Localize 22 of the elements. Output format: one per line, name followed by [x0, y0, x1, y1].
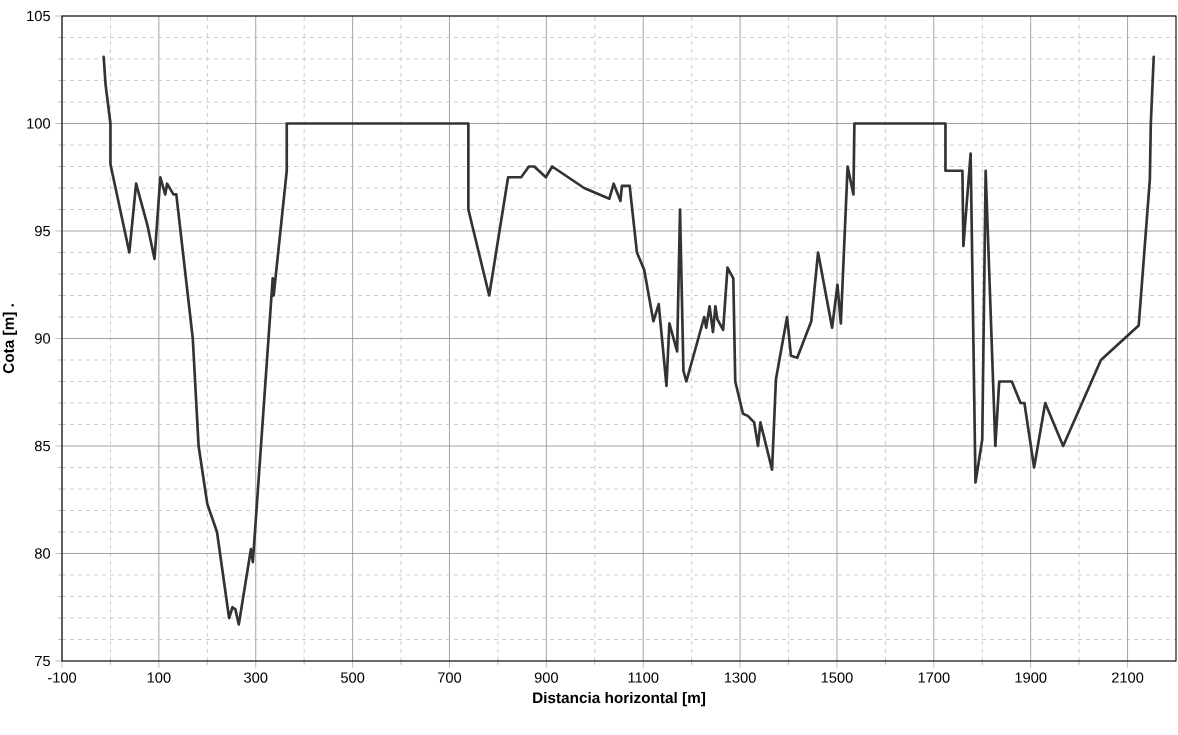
x-tick-label: 100 — [147, 672, 171, 683]
x-tick-label: -100 — [47, 672, 77, 683]
line-series — [102, 55, 1156, 626]
x-tick-label: 2100 — [1111, 672, 1144, 683]
x-tick-label: 1700 — [918, 672, 950, 683]
x-tick-label: 1900 — [1015, 672, 1047, 683]
x-axis-title: Distancia horizontal [m] — [533, 691, 706, 707]
y-axis-title: Cota [m] . — [2, 304, 17, 374]
y-tick-label: 90 — [35, 333, 51, 344]
x-tick-label: 1300 — [724, 672, 756, 683]
y-tick-label: 105 — [27, 10, 50, 22]
y-tick-label: 100 — [27, 118, 51, 129]
y-tick-label: 95 — [35, 225, 50, 237]
x-tick-label: 1100 — [628, 672, 659, 683]
x-tick-label: 900 — [534, 672, 558, 683]
x-tick-label: 700 — [438, 672, 462, 683]
y-tick-label: 85 — [34, 440, 50, 452]
x-tick-label: 500 — [340, 672, 365, 683]
x-tick-label: 1500 — [821, 672, 853, 683]
x-tick-label: 300 — [244, 672, 268, 683]
y-tick-label: 80 — [34, 548, 51, 559]
y-tick-label: 75 — [35, 655, 50, 667]
